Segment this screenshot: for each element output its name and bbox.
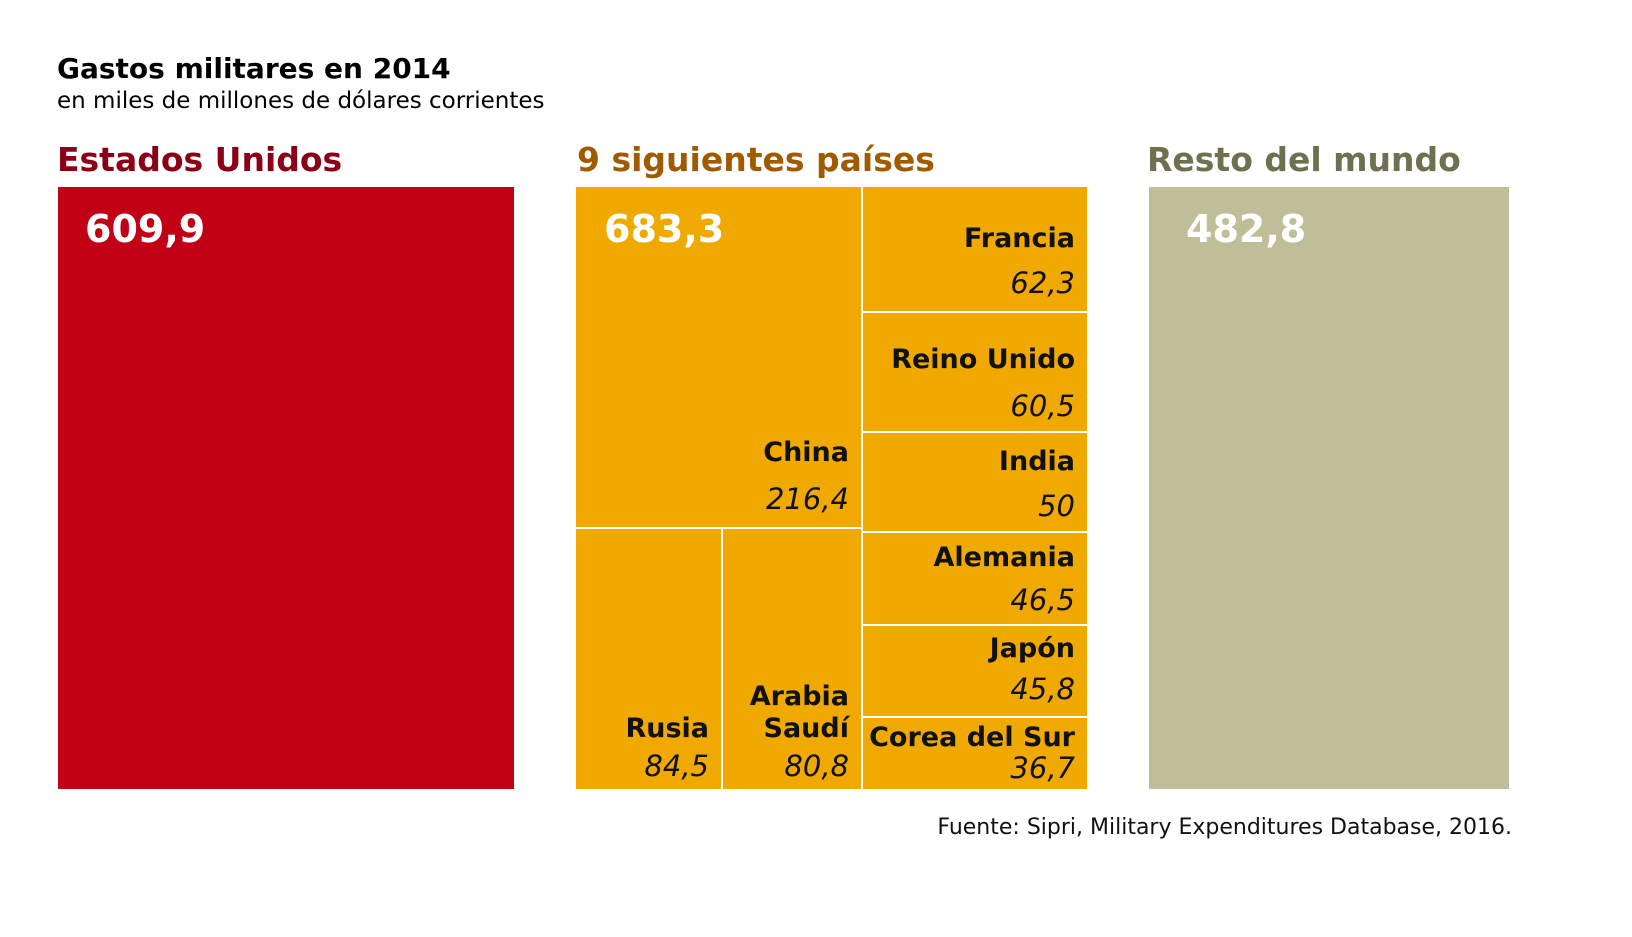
cell-label: Reino Unido <box>891 344 1075 375</box>
chart-subtitle: en miles de millones de dólares corrient… <box>57 88 545 114</box>
cell-value: 36,7 <box>1010 751 1075 785</box>
treemap-block-rest: 482,8 <box>1149 187 1509 789</box>
total-label-rest: 482,8 <box>1186 207 1307 251</box>
cell-india: India 50 <box>863 433 1087 531</box>
cell-label: Arabia Saudí <box>749 681 849 744</box>
total-label-us: 609,9 <box>85 207 206 251</box>
cell-arabia-saudi: Arabia Saudí 80,8 <box>723 529 861 789</box>
cell-alemania: Alemania 46,5 <box>863 533 1087 624</box>
cell-label: Francia <box>964 223 1075 254</box>
cell-reino-unido: Reino Unido 60,5 <box>863 313 1087 431</box>
cell-corea-del-sur: Corea del Sur 36,7 <box>863 718 1087 789</box>
cell-label: Rusia <box>625 713 709 744</box>
group-heading-top9: 9 siguientes países <box>577 140 935 179</box>
total-label-top9: 683,3 <box>604 207 725 251</box>
chart-title: Gastos militares en 2014 <box>57 52 451 85</box>
cell-francia: Francia 62,3 <box>863 187 1087 311</box>
group-heading-rest: Resto del mundo <box>1147 140 1461 179</box>
treemap-block-top9: 683,3 China 216,4 Rusia 84,5 Arabia Saud… <box>576 187 1087 789</box>
cell-label: India <box>998 446 1075 477</box>
cell-value: 216,4 <box>765 482 849 516</box>
group-heading-us: Estados Unidos <box>57 140 343 179</box>
cell-rusia: Rusia 84,5 <box>576 529 721 789</box>
cell-value: 46,5 <box>1010 583 1075 617</box>
cell-value: 62,3 <box>1010 266 1075 300</box>
source-note: Fuente: Sipri, Military Expenditures Dat… <box>937 815 1512 840</box>
cell-label: China <box>763 437 849 468</box>
cell-value: 60,5 <box>1010 389 1075 423</box>
cell-china: 683,3 China 216,4 <box>576 187 861 527</box>
cell-value: 84,5 <box>644 749 709 783</box>
cell-value: 80,8 <box>784 749 849 783</box>
cell-label: Corea del Sur <box>869 722 1075 753</box>
cell-japon: Japón 45,8 <box>863 626 1087 716</box>
cell-value: 45,8 <box>1010 672 1075 706</box>
cell-value: 50 <box>1038 489 1075 523</box>
cell-label: Alemania <box>933 542 1075 573</box>
treemap-block-us: 609,9 <box>58 187 514 789</box>
cell-label: Japón <box>989 633 1075 664</box>
